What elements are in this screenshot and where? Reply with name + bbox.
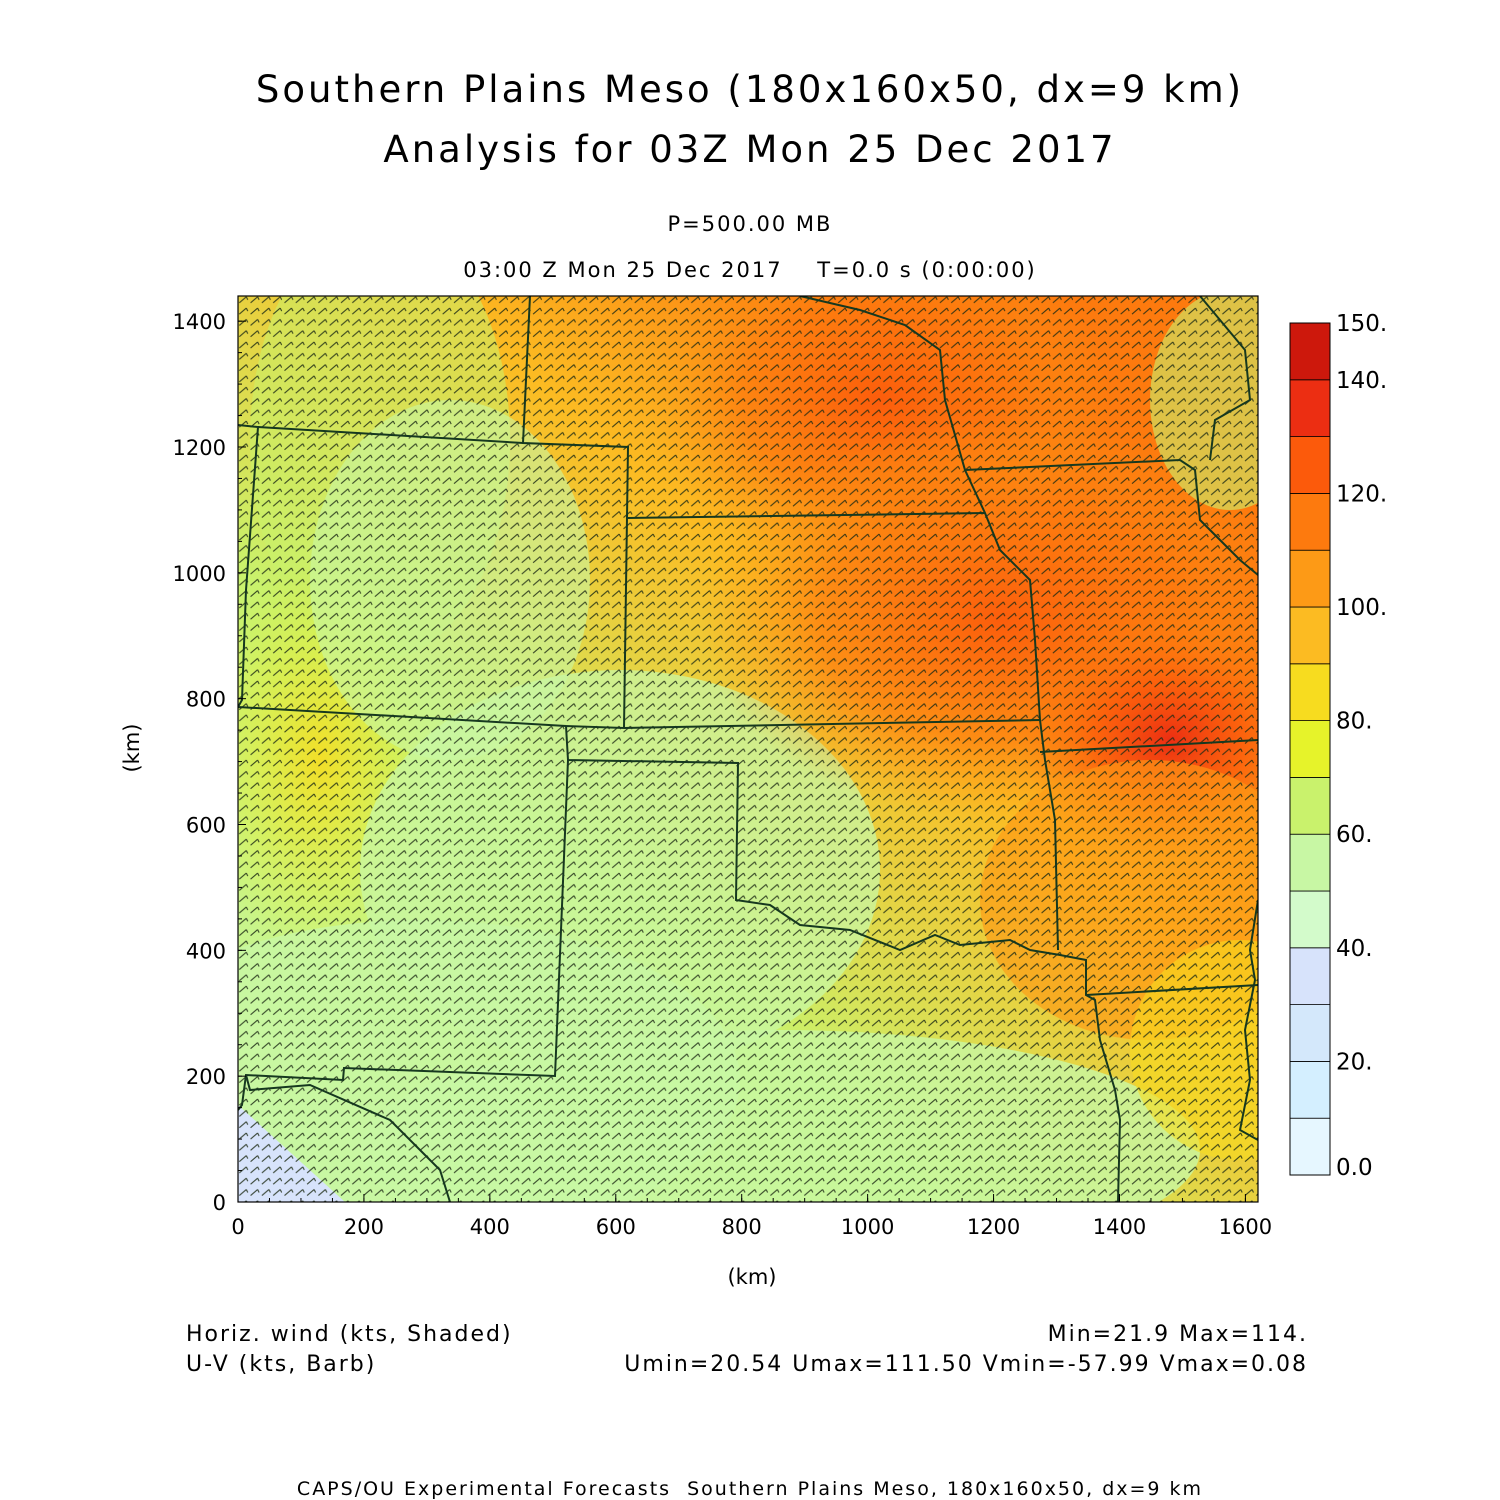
x-tick-label: 1400 [1093, 1215, 1146, 1239]
y-tick-label: 1000 [173, 562, 226, 586]
x-tick-label: 1000 [841, 1215, 894, 1239]
colorbar-bin [1289, 379, 1331, 437]
colorbar-label: 40. [1336, 936, 1373, 962]
y-axis-label: (km) [120, 723, 144, 772]
colorbar-bin [1289, 436, 1331, 494]
colorbar-label: 120. [1336, 481, 1387, 507]
map-title-line1: Southern Plains Meso (180x160x50, dx=9 k… [255, 68, 1245, 111]
x-tick-label: 0 [231, 1215, 244, 1239]
y-tick-label: 1200 [173, 436, 226, 460]
colorbar: 0.0 20. 40. 60. 80. 100. 120. 140. 150. [1289, 311, 1387, 1181]
y-tick-label: 800 [186, 688, 226, 712]
x-axis-label: (km) [727, 1265, 776, 1289]
colorbar-label: 150. [1336, 311, 1387, 337]
y-tick-label: 400 [186, 939, 226, 963]
colorbar-label: 0.0 [1336, 1155, 1373, 1181]
shaded-field-caption: Horiz. wind (kts, Shaded) [186, 1322, 513, 1347]
uv-stats: Umin=20.54 Umax=111.50 Vmin=-57.99 Vmax=… [624, 1352, 1308, 1377]
colorbar-label: 80. [1336, 709, 1373, 735]
colorbar-bin [1289, 1061, 1331, 1119]
y-axis: 0 200 400 600 800 1000 1200 1400 [173, 310, 246, 1215]
x-tick-label: 200 [344, 1215, 384, 1239]
colorbar-label: 60. [1336, 822, 1373, 848]
x-tick-label: 1200 [967, 1215, 1020, 1239]
colorbar-bin [1289, 1004, 1331, 1062]
x-tick-label: 400 [470, 1215, 510, 1239]
colorbar-bin [1289, 492, 1331, 551]
y-tick-label: 1400 [173, 310, 226, 334]
colorbar-bin [1289, 1117, 1331, 1176]
x-tick-label: 1600 [1219, 1215, 1272, 1239]
barb-field-caption: U-V (kts, Barb) [186, 1352, 377, 1377]
state-boundaries [238, 296, 1258, 1202]
x-tick-label: 600 [596, 1215, 636, 1239]
colorbar-bin [1289, 890, 1331, 949]
colorbar-bin [1289, 947, 1331, 1005]
footer-credit: CAPS/OU Experimental Forecasts Southern … [296, 1478, 1204, 1500]
colorbar-bin [1289, 720, 1331, 778]
map-title-line2: Analysis for 03Z Mon 25 Dec 2017 [383, 128, 1117, 171]
x-tick-label: 800 [722, 1215, 762, 1239]
y-tick-label: 0 [213, 1191, 226, 1215]
colorbar-bin [1289, 549, 1331, 608]
x-axis: 0 200 400 600 800 1000 1200 1400 1600 [231, 1194, 1272, 1239]
map-frame [237, 295, 1259, 1203]
colorbar-label: 140. [1336, 368, 1387, 394]
y-tick-label: 200 [186, 1065, 226, 1089]
colorbar-label: 100. [1336, 595, 1387, 621]
colorbar-frame [1289, 322, 1331, 1176]
colorbar-bin [1289, 606, 1331, 665]
colorbar-bin [1289, 777, 1331, 835]
colorbar-label: 20. [1336, 1049, 1373, 1075]
colorbar-bin [1289, 322, 1331, 381]
valid-time-label: 03:00 Z Mon 25 Dec 2017 T=0.0 s (0:00:00… [463, 258, 1037, 282]
y-tick-label: 600 [186, 814, 226, 838]
min-max-stats: Min=21.9 Max=114. [1047, 1322, 1308, 1347]
colorbar-bin [1289, 663, 1331, 721]
pressure-level-label: P=500.00 MB [667, 212, 833, 236]
colorbar-bin [1289, 833, 1331, 892]
